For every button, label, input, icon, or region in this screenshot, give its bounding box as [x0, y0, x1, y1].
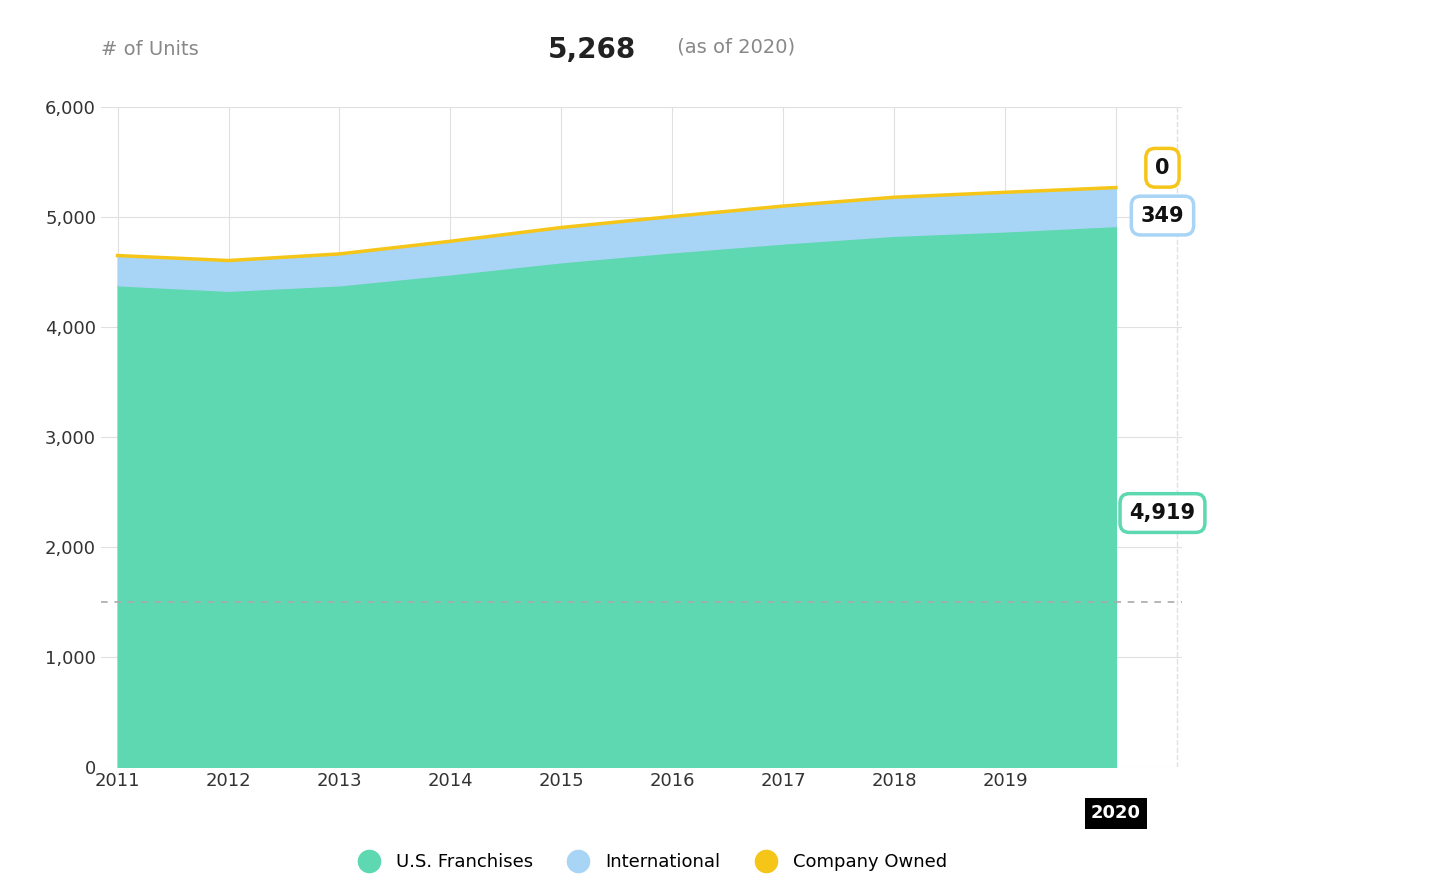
Text: 2020: 2020: [1092, 805, 1141, 822]
Text: 0: 0: [1155, 158, 1169, 178]
Text: 5,268: 5,268: [548, 36, 636, 63]
Text: 349: 349: [1141, 205, 1184, 226]
Legend: U.S. Franchises, International, Company Owned: U.S. Franchises, International, Company …: [343, 847, 955, 879]
Text: (as of 2020): (as of 2020): [671, 37, 795, 56]
Text: # of Units: # of Units: [101, 40, 199, 59]
Text: 4,919: 4,919: [1129, 503, 1195, 523]
